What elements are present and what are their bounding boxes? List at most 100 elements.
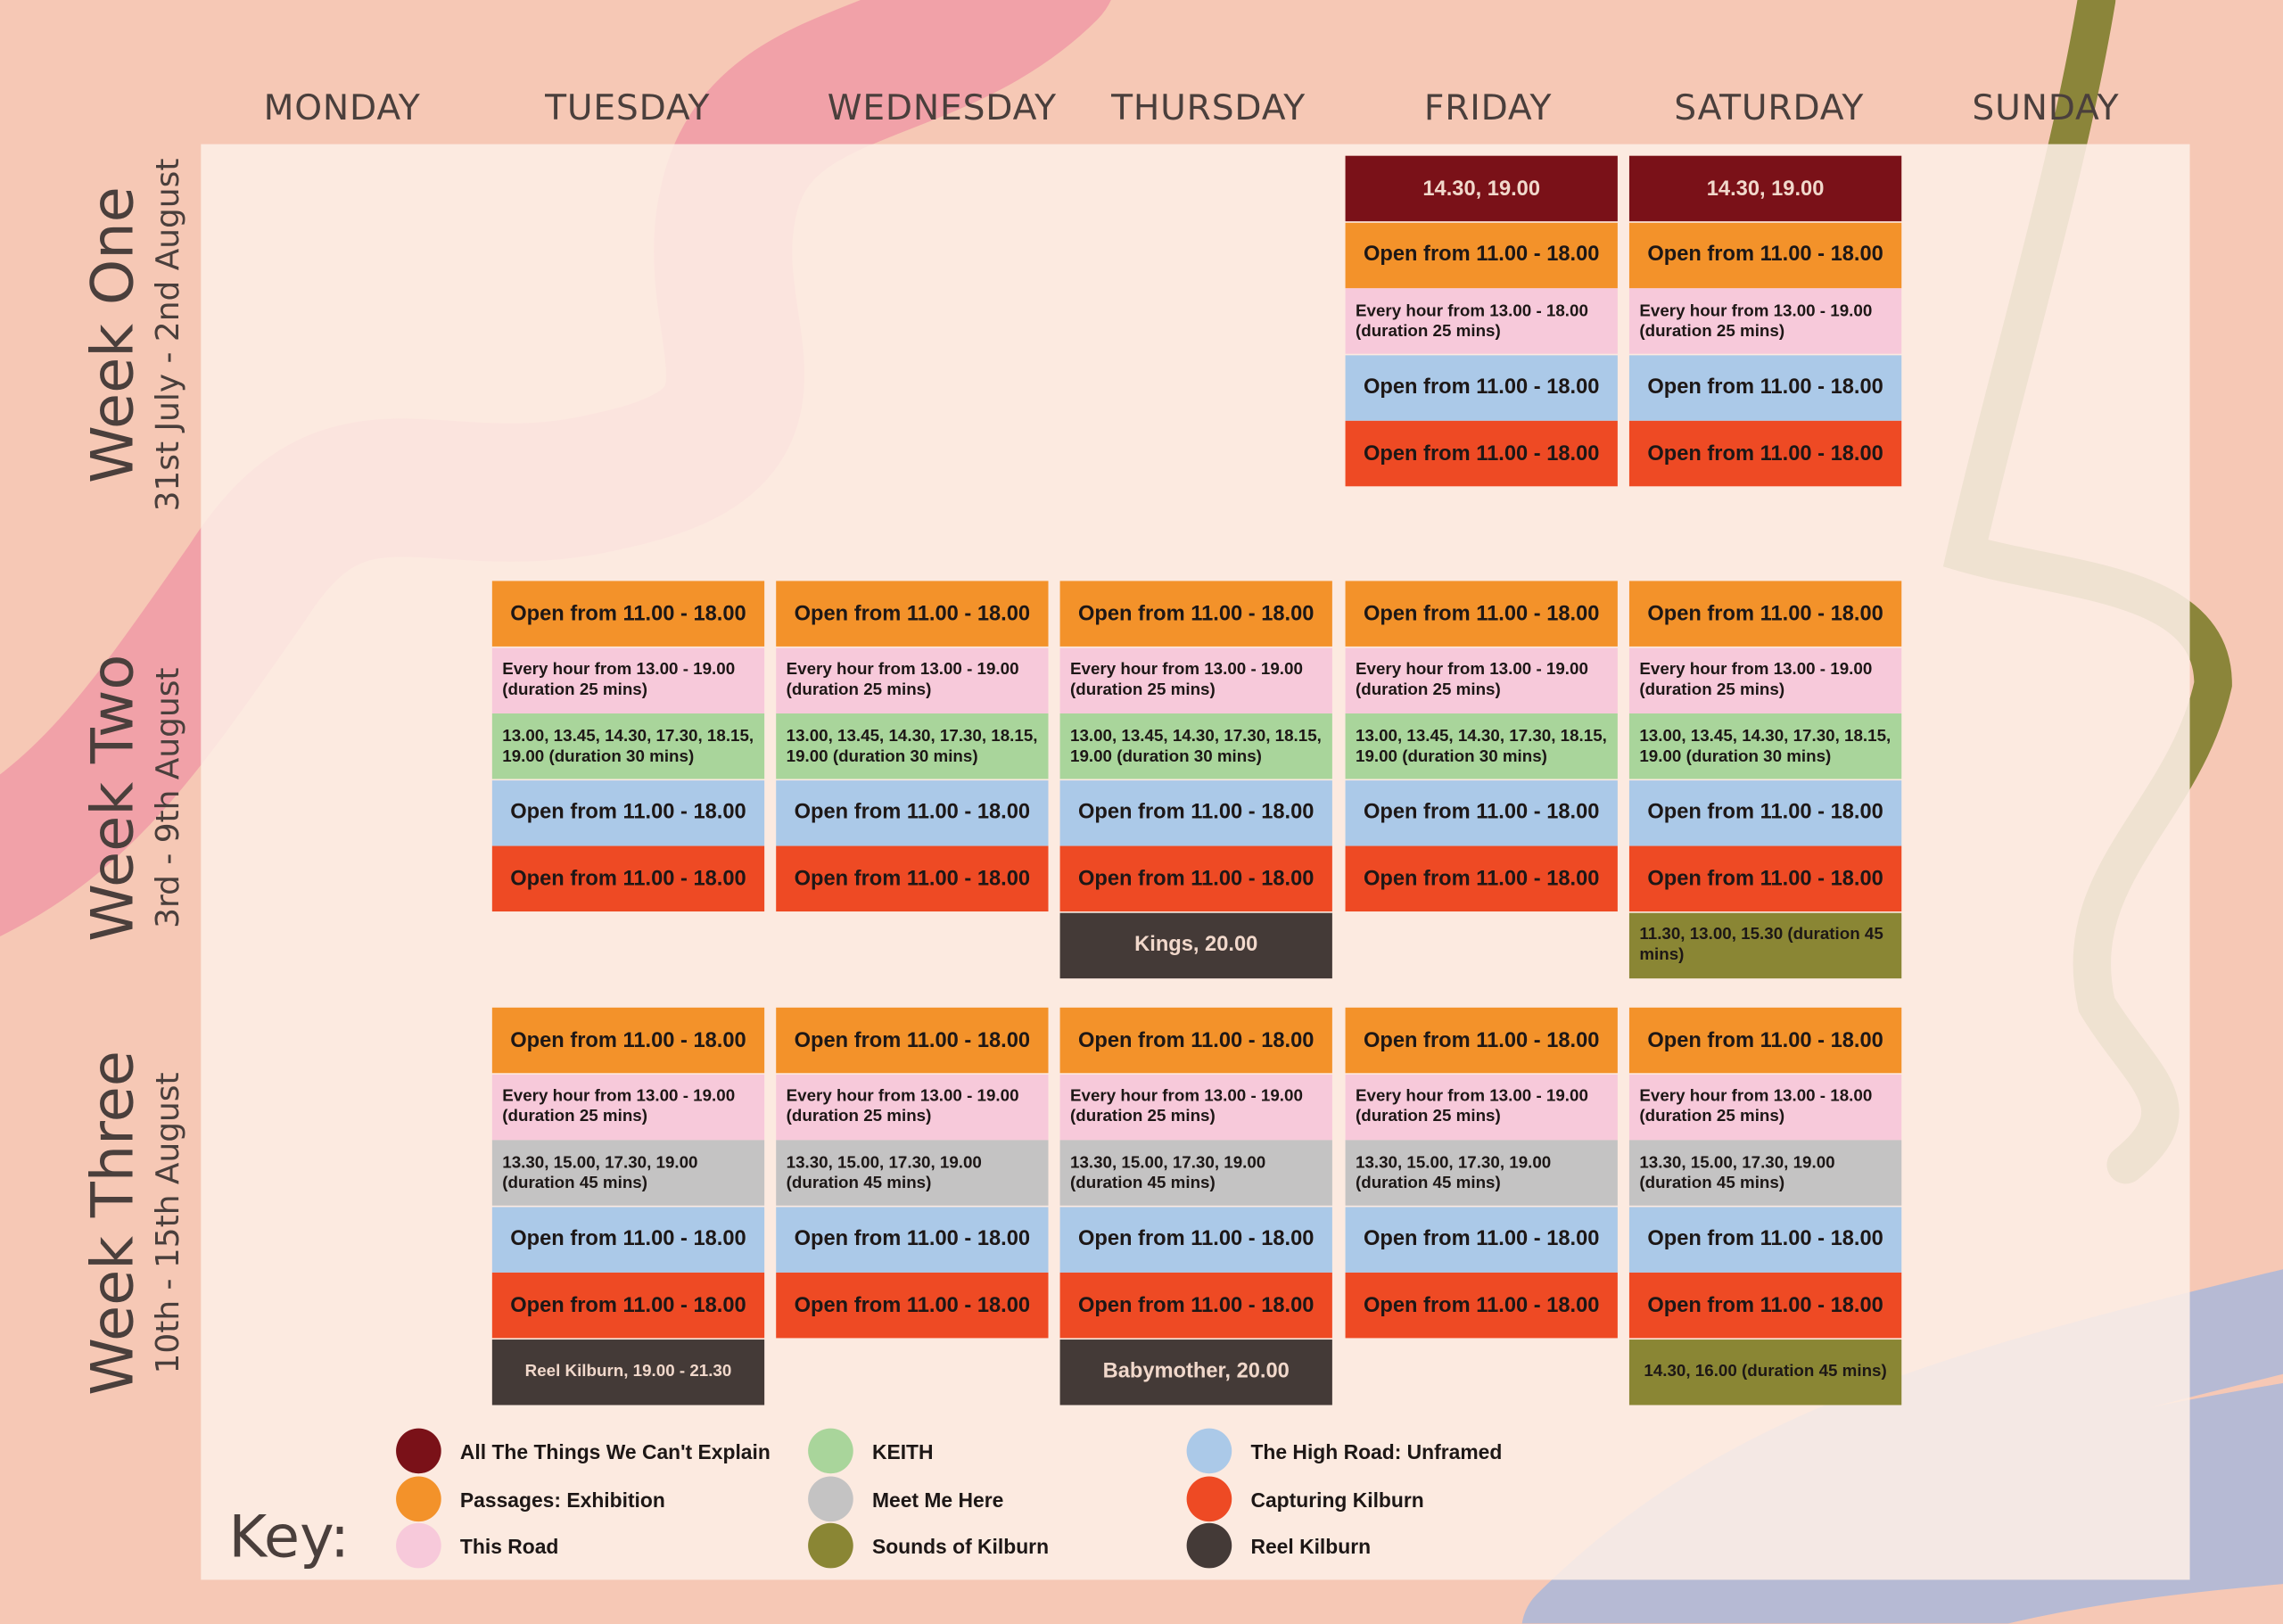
block-text: Open from 11.00 - 18.00 bbox=[794, 1293, 1031, 1317]
block-text: Open from 11.00 - 18.00 bbox=[1647, 441, 1883, 466]
block-text: Open from 11.00 - 18.00 bbox=[1647, 243, 1883, 267]
block-text: Babymother, 20.00 bbox=[1102, 1359, 1290, 1384]
block-text: Every hour from 13.00 - 19.00 (duration … bbox=[1069, 1087, 1303, 1126]
day-header: WEDNESDAY bbox=[827, 87, 1057, 128]
schedule-block: Open from 11.00 - 18.00 bbox=[1059, 845, 1332, 912]
schedule-block: Every hour from 13.00 - 18.00 (duration … bbox=[1345, 288, 1618, 354]
block-text: 13.30, 15.00, 17.30, 19.00 (duration 45 … bbox=[1639, 1153, 1835, 1192]
schedule-block: Every hour from 13.00 - 19.00 (duration … bbox=[776, 1074, 1049, 1140]
block-text: Every hour from 13.00 - 19.00 (duration … bbox=[1355, 661, 1588, 699]
key-swatch bbox=[396, 1522, 441, 1569]
schedule-block: Open from 11.00 - 18.00 bbox=[1628, 845, 1902, 912]
block-text: Every hour from 13.00 - 19.00 (duration … bbox=[786, 1087, 1019, 1126]
schedule-block: Open from 11.00 - 18.00 bbox=[1628, 779, 1902, 845]
key-swatch bbox=[808, 1428, 853, 1474]
key-label: Capturing Kilburn bbox=[1250, 1488, 1424, 1512]
block-text: Every hour from 13.00 - 19.00 (duration … bbox=[1639, 661, 1873, 699]
block-text: 13.00, 13.45, 14.30, 17.30, 18.15, 19.00… bbox=[502, 727, 754, 765]
schedule-block: Open from 11.00 - 18.00 bbox=[1059, 581, 1332, 647]
schedule-block: Open from 11.00 - 18.00 bbox=[1628, 1007, 1902, 1074]
schedule-block: 14.30, 16.00 (duration 45 mins) bbox=[1628, 1339, 1902, 1405]
schedule-block: Open from 11.00 - 18.00 bbox=[1345, 221, 1618, 288]
block-text: Reel Kilburn, 19.00 - 21.30 bbox=[524, 1363, 732, 1381]
schedule-block: 11.30, 13.00, 15.30 (duration 45 mins) bbox=[1628, 911, 1902, 978]
day-header: SATURDAY bbox=[1674, 87, 1865, 128]
schedule-block: Open from 11.00 - 18.00 bbox=[491, 1206, 765, 1273]
key-swatch bbox=[396, 1476, 441, 1522]
schedule-block: 13.00, 13.45, 14.30, 17.30, 18.15, 19.00… bbox=[1059, 713, 1332, 779]
schedule-block: Open from 11.00 - 18.00 bbox=[491, 1007, 765, 1074]
block-text: Open from 11.00 - 18.00 bbox=[1647, 1028, 1883, 1052]
key-label: Reel Kilburn bbox=[1250, 1534, 1372, 1558]
block-text: Every hour from 13.00 - 19.00 (duration … bbox=[1069, 661, 1303, 699]
key-label: Meet Me Here bbox=[871, 1488, 1004, 1512]
block-text: 11.30, 13.00, 15.30 (duration 45 mins) bbox=[1639, 926, 1883, 964]
schedule-block: Open from 11.00 - 18.00 bbox=[1628, 420, 1902, 487]
schedule-block: Every hour from 13.00 - 19.00 (duration … bbox=[491, 1074, 765, 1140]
day-header: FRIDAY bbox=[1423, 87, 1553, 128]
schedule-block: Open from 11.00 - 18.00 bbox=[776, 779, 1049, 845]
block-text: 14.30, 16.00 (duration 45 mins) bbox=[1644, 1363, 1887, 1381]
schedule-block: Every hour from 13.00 - 19.00 (duration … bbox=[491, 647, 765, 713]
block-text: Open from 11.00 - 18.00 bbox=[1077, 602, 1315, 626]
block-text: Open from 11.00 - 18.00 bbox=[510, 800, 746, 825]
block-text: Open from 11.00 - 18.00 bbox=[1363, 1293, 1600, 1317]
schedule-block: Open from 11.00 - 18.00 bbox=[1628, 221, 1902, 288]
week-title: Week One bbox=[79, 186, 147, 483]
schedule-block: 13.00, 13.45, 14.30, 17.30, 18.15, 19.00… bbox=[776, 713, 1049, 779]
schedule-block: Kings, 20.00 bbox=[1059, 911, 1332, 978]
block-text: 13.00, 13.45, 14.30, 17.30, 18.15, 19.00… bbox=[1639, 727, 1892, 765]
block-text: Open from 11.00 - 18.00 bbox=[510, 867, 746, 891]
day-header: THURSDAY bbox=[1111, 87, 1306, 128]
schedule-block: Open from 11.00 - 18.00 bbox=[776, 581, 1049, 647]
week-dates: 3rd - 9th August bbox=[150, 667, 187, 928]
key-label: KEITH bbox=[871, 1439, 934, 1463]
block-text: Open from 11.00 - 18.00 bbox=[510, 1227, 746, 1251]
schedule-block: Open from 11.00 - 18.00 bbox=[1345, 420, 1618, 487]
block-text: Open from 11.00 - 18.00 bbox=[1363, 800, 1600, 825]
block-text: 13.00, 13.45, 14.30, 17.30, 18.15, 19.00… bbox=[786, 727, 1038, 765]
block-text: Open from 11.00 - 18.00 bbox=[510, 1028, 746, 1052]
block-text: Open from 11.00 - 18.00 bbox=[1647, 1293, 1883, 1317]
block-text: Open from 11.00 - 18.00 bbox=[510, 602, 746, 626]
schedule-block: Open from 11.00 - 18.00 bbox=[1345, 1206, 1618, 1273]
block-text: Open from 11.00 - 18.00 bbox=[1363, 1227, 1600, 1251]
schedule-block: Open from 11.00 - 18.00 bbox=[776, 1206, 1049, 1273]
key-swatch bbox=[808, 1522, 853, 1569]
block-text: Open from 11.00 - 18.00 bbox=[794, 602, 1031, 626]
day-header: MONDAY bbox=[263, 87, 421, 128]
schedule-block: Open from 11.00 - 18.00 bbox=[491, 845, 765, 912]
block-text: Kings, 20.00 bbox=[1134, 933, 1258, 957]
schedule-block: 13.30, 15.00, 17.30, 19.00 (duration 45 … bbox=[776, 1140, 1049, 1206]
schedule-block: 14.30, 19.00 bbox=[1628, 155, 1902, 222]
schedule-block: Reel Kilburn, 19.00 - 21.30 bbox=[491, 1339, 765, 1405]
block-text: Every hour from 13.00 - 19.00 (duration … bbox=[1639, 301, 1873, 341]
block-text: Open from 11.00 - 18.00 bbox=[794, 1028, 1031, 1052]
schedule-block: Open from 11.00 - 18.00 bbox=[491, 1272, 765, 1339]
block-text: Every hour from 13.00 - 19.00 (duration … bbox=[502, 1087, 736, 1126]
schedule-block: Open from 11.00 - 18.00 bbox=[1628, 1206, 1902, 1273]
key-label: All The Things We Can't Explain bbox=[459, 1439, 771, 1463]
schedule-block: 13.30, 15.00, 17.30, 19.00 (duration 45 … bbox=[1059, 1140, 1332, 1206]
schedule-block: Open from 11.00 - 18.00 bbox=[776, 845, 1049, 912]
week-dates: 10th - 15th August bbox=[150, 1072, 187, 1374]
block-text: Open from 11.00 - 18.00 bbox=[1363, 867, 1600, 891]
schedule-block: Open from 11.00 - 18.00 bbox=[1345, 779, 1618, 845]
key-swatch bbox=[1186, 1522, 1232, 1569]
block-text: Open from 11.00 - 18.00 bbox=[1647, 1227, 1883, 1251]
schedule-block: Open from 11.00 - 18.00 bbox=[491, 581, 765, 647]
schedule-block: Open from 11.00 - 18.00 bbox=[1059, 779, 1332, 845]
block-text: Open from 11.00 - 18.00 bbox=[1077, 1293, 1315, 1317]
schedule-block: 13.00, 13.45, 14.30, 17.30, 18.15, 19.00… bbox=[1628, 713, 1902, 779]
schedule-block: Open from 11.00 - 18.00 bbox=[1059, 1272, 1332, 1339]
schedule-block: 13.30, 15.00, 17.30, 19.00 (duration 45 … bbox=[1628, 1140, 1902, 1206]
schedule-block: Open from 11.00 - 18.00 bbox=[776, 1272, 1049, 1339]
schedule-block: Every hour from 13.00 - 19.00 (duration … bbox=[1345, 1074, 1618, 1140]
block-text: Open from 11.00 - 18.00 bbox=[1077, 800, 1315, 825]
schedule-block: Open from 11.00 - 18.00 bbox=[1628, 1272, 1902, 1339]
block-text: Open from 11.00 - 18.00 bbox=[1363, 243, 1600, 267]
block-text: Open from 11.00 - 18.00 bbox=[1077, 1028, 1315, 1052]
schedule-block: Every hour from 13.00 - 19.00 (duration … bbox=[1059, 1074, 1332, 1140]
schedule-block: Every hour from 13.00 - 19.00 (duration … bbox=[1628, 647, 1902, 713]
